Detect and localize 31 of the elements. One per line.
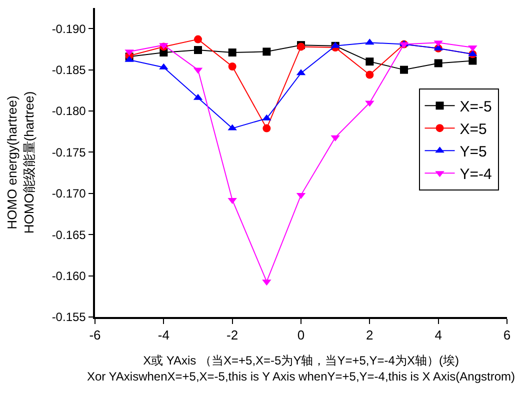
x-tick-label: 0 [297,327,305,342]
x-tick-label: -4 [158,327,170,342]
point [434,59,442,68]
x-tick-label: 2 [366,327,374,342]
legend-label: X=5 [460,120,487,138]
legend-label: Y=-4 [460,166,492,183]
y-tick-label: -0.170 [52,186,86,201]
y-tick-label: -0.180 [52,104,86,118]
y-tick-label: -0.155 [52,310,86,324]
y-tick-label: -0.190 [52,22,86,36]
point [366,58,374,66]
point [228,62,236,70]
point [194,35,202,44]
legend-label: Y=5 [460,143,487,160]
point [262,48,271,56]
point [262,124,271,132]
y-tick-label: -0.160 [52,269,86,283]
x-axis-title: X或 YAxis （当X=+5,X=-5为Y轴，当Y=+5,Y=-4为X轴）(埃) Xor YAxiswhenX=+5,X=-5,this is Y Axis whenY=+5,Y=-4,this is X Axis(Angstrom) [87,354,515,384]
point [194,46,202,54]
x-tick-label: 6 [503,327,511,342]
x-tick-label: -6 [89,327,101,342]
y-tick-label: -0.175 [52,145,86,160]
point [366,70,374,79]
y-tick-label: -0.185 [52,63,86,77]
x-tick-label: -2 [226,327,238,342]
point [228,48,236,56]
point [400,66,408,74]
x-tick-label: 4 [434,327,442,342]
y-tick-label: -0.165 [52,228,86,242]
y-axis-title: HOMO energy(hartree) HOMO能级能量(hartree) [4,91,36,234]
legend-label: X=-5 [460,98,492,116]
